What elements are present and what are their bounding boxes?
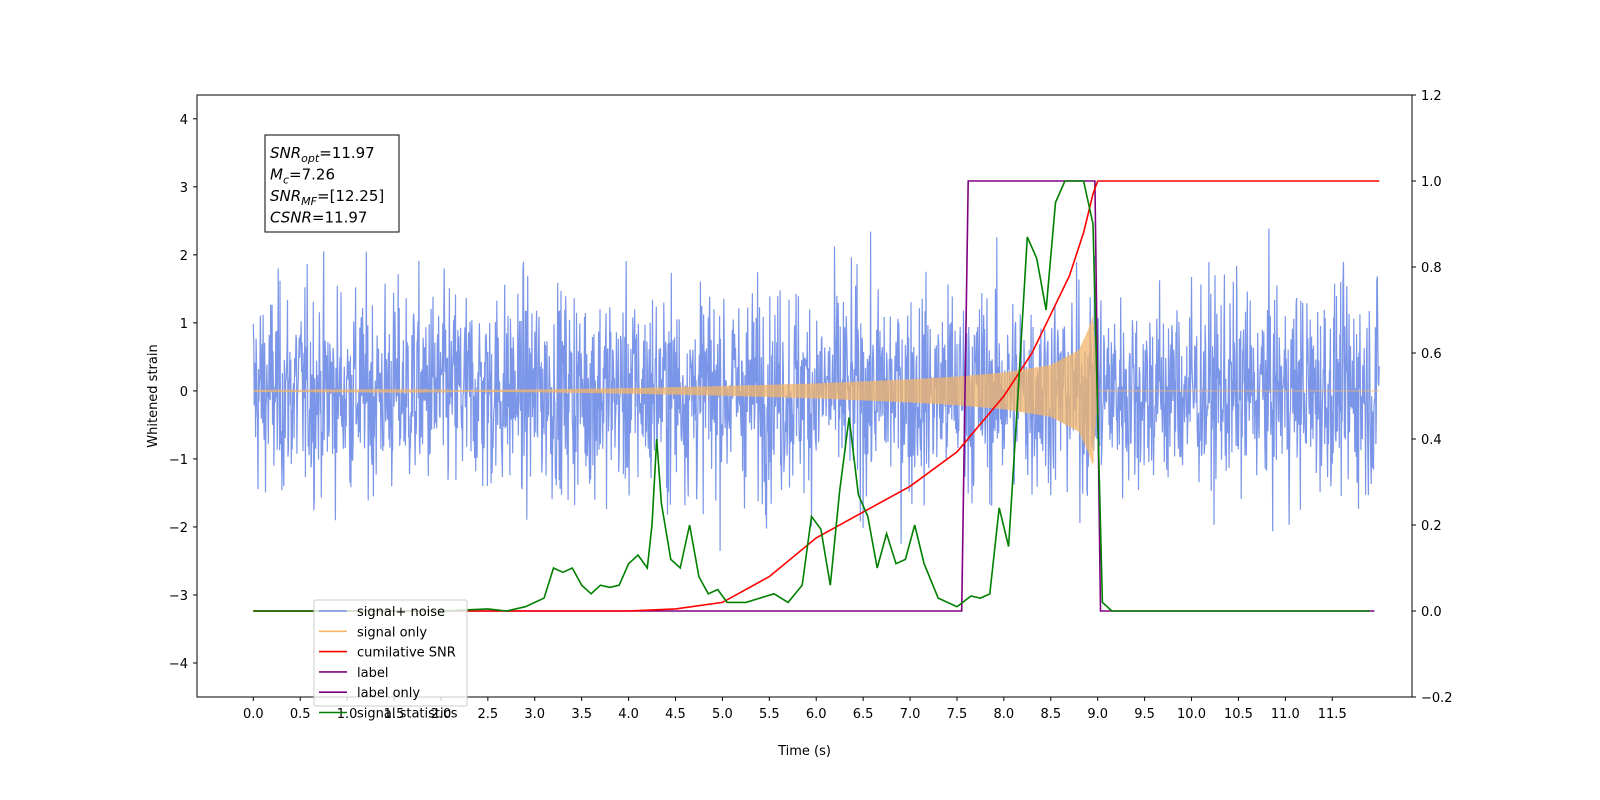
- legend: signal+ noise signal only cumilative SNR la…: [313, 599, 468, 722]
- x-tick-label: 6.0: [806, 707, 827, 722]
- x-tick-label: 9.0: [1087, 707, 1108, 722]
- x-tick-label: 1.5: [384, 707, 405, 722]
- y-tick-label-right: 0.2: [1421, 519, 1442, 534]
- y-tick-label-left: −2: [169, 521, 188, 536]
- annotation-snr-opt: SNRopt=11.97: [270, 144, 375, 165]
- y-tick-label-left: 4: [180, 113, 188, 128]
- axes-frame: [196, 94, 1413, 698]
- y-tick-label-left: 1: [180, 317, 188, 332]
- x-tick-label: 9.5: [1134, 707, 1155, 722]
- x-tick-label: 0.0: [243, 707, 264, 722]
- y-axis-label-left: Whitened strain: [146, 344, 161, 447]
- x-axis-label: Time (s): [777, 744, 831, 759]
- x-tick-label: 11.5: [1318, 707, 1347, 722]
- y-tick-label-left: −4: [169, 657, 188, 672]
- x-tick-label: 6.5: [853, 707, 874, 722]
- legend-entry: signal only: [357, 625, 427, 640]
- x-tick-label: 8.5: [1040, 707, 1061, 722]
- plot-area: [252, 180, 1380, 612]
- x-tick-label: 3.0: [524, 707, 545, 722]
- x-tick-label: 2.0: [431, 707, 452, 722]
- legend-frame: [313, 599, 468, 707]
- y-tick-label-right: 0.0: [1421, 605, 1442, 620]
- annotation-csnr: CSNR=11.97: [270, 209, 367, 227]
- tick-layer: 0.0 0.5 1.0 1.5 2.0 2.5 3.0 3.5 4.0 4.5 5.0 5.5 6.0 6…: [169, 89, 1453, 722]
- series-signal-noise-line: [252, 228, 1380, 551]
- annotation-mc: Mc=7.26: [270, 166, 335, 187]
- y-tick-label-right: 0.4: [1421, 433, 1442, 448]
- y-tick-label-left: 3: [180, 181, 188, 196]
- y-tick-label-left: 2: [180, 249, 188, 264]
- legend-entry: signal+ noise: [357, 605, 445, 620]
- y-tick-label-right: 1.0: [1421, 175, 1442, 190]
- x-tick-label: 8.0: [994, 707, 1015, 722]
- annotation-snr-mf: SNRMF=[12.25]: [270, 187, 384, 208]
- legend-entry: label only: [357, 686, 420, 701]
- x-tick-label: 2.5: [478, 707, 499, 722]
- x-tick-label: 5.0: [712, 707, 733, 722]
- legend-entry: signal statistics: [357, 707, 458, 722]
- legend-entry: label: [357, 666, 388, 681]
- x-tick-label: 11.0: [1271, 707, 1300, 722]
- legend-entry: cumilative SNR: [357, 646, 456, 661]
- series-signal-statistics-line: [253, 180, 1370, 612]
- y-tick-label-left: 0: [180, 385, 188, 400]
- y-tick-label-right: 0.6: [1421, 347, 1442, 362]
- y-tick-label-right: 1.2: [1421, 89, 1442, 104]
- x-tick-label: 3.5: [571, 707, 592, 722]
- annotation-box: SNRopt=11.97 Mc=7.26 SNRMF=[12.25] CSNR=…: [264, 134, 400, 233]
- x-tick-label: 4.0: [618, 707, 639, 722]
- x-tick-label: 10.5: [1224, 707, 1253, 722]
- y-tick-label-right: 0.8: [1421, 261, 1442, 276]
- x-tick-label: 10.0: [1177, 707, 1206, 722]
- x-tick-label: 7.5: [947, 707, 968, 722]
- y-tick-label-left: −1: [169, 453, 188, 468]
- x-tick-label: 1.0: [337, 707, 358, 722]
- series-cumulative-snr-line: [253, 180, 1380, 612]
- y-tick-label-right: −0.2: [1421, 691, 1453, 706]
- x-tick-label: 5.5: [759, 707, 780, 722]
- x-tick-label: 4.5: [665, 707, 686, 722]
- series-signal-only-line: [252, 316, 1380, 465]
- x-tick-label: 7.0: [900, 707, 921, 722]
- y-tick-label-left: −3: [169, 589, 188, 604]
- x-tick-label: 0.5: [290, 707, 311, 722]
